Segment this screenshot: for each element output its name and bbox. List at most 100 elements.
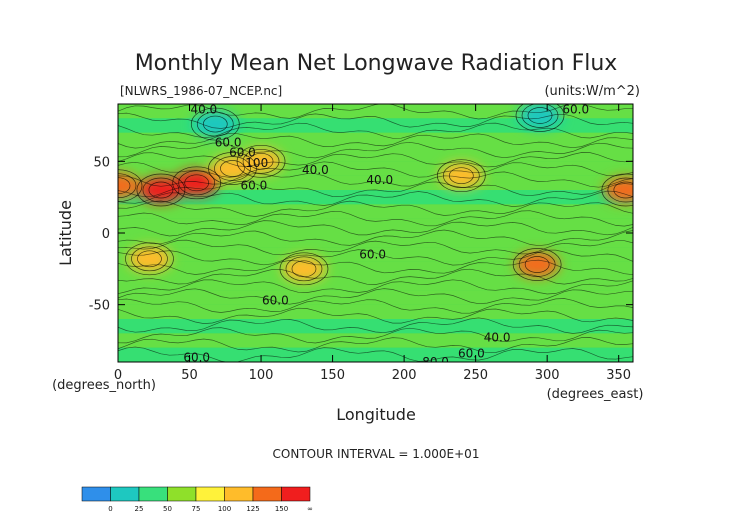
latitude-band	[118, 319, 633, 334]
contour-line	[118, 327, 633, 344]
contour-line	[118, 317, 633, 334]
contour-line	[118, 112, 633, 129]
colorbar-swatch	[195, 486, 225, 502]
contour-line	[118, 337, 633, 354]
contour-line	[118, 132, 633, 149]
colorbar-swatch	[138, 486, 168, 502]
contour-ring	[527, 107, 553, 124]
colorbar-tick-label: 125	[246, 505, 259, 513]
contour-line	[118, 288, 633, 305]
y-axis-ticks: 50 0 -50	[89, 155, 633, 314]
latitude-band	[118, 218, 633, 233]
latitude-band	[118, 347, 633, 362]
contour-ring	[184, 174, 210, 192]
colorbar-tick-label: ∞	[307, 505, 313, 513]
units-label: (units:W/m^2)	[544, 84, 640, 99]
contour-line	[118, 259, 633, 276]
x-tick-label: 150	[320, 368, 345, 383]
chart-title: Monthly Mean Net Longwave Radiation Flux	[135, 51, 618, 76]
hot-region	[281, 255, 326, 282]
contour-label: 40.0	[302, 163, 329, 177]
contour-label: 40.0	[190, 103, 217, 117]
hot-region	[518, 104, 563, 129]
contour-ring	[236, 144, 286, 178]
contour-line	[118, 171, 633, 188]
x-tick-label: 300	[535, 368, 560, 383]
latitude-band	[118, 204, 633, 219]
contour-line	[118, 161, 633, 178]
y-tick-label: -50	[89, 299, 110, 314]
x-tick-label: 100	[249, 368, 274, 383]
contour-line	[118, 298, 633, 314]
colorbar: 0 25 50 75 100 125 150 ∞	[81, 486, 313, 513]
colorbar-swatch	[81, 486, 111, 502]
contour-ring	[279, 252, 329, 286]
colorbar-swatch	[281, 486, 311, 502]
x-tick-label: 350	[606, 368, 631, 383]
contour-line	[118, 200, 633, 217]
contour-label: 40.0	[484, 331, 511, 345]
contour-ring	[285, 256, 323, 282]
latitude-band	[118, 247, 633, 262]
y-tick-label: 0	[102, 227, 110, 242]
hot-region	[127, 245, 172, 272]
contour-label: 40.0	[366, 173, 393, 187]
contour-ring	[512, 248, 562, 281]
contour-ring	[125, 242, 174, 276]
contour-ring	[291, 260, 317, 278]
contour-labels: 40.060.060.010060.040.040.060.060.060.04…	[183, 103, 589, 369]
contour-line	[118, 220, 633, 237]
contour-ring	[118, 169, 143, 203]
contour-line	[118, 210, 633, 227]
contour-label: 60.0	[562, 103, 589, 117]
contour-ring	[178, 170, 216, 196]
contour-line	[118, 239, 633, 256]
contour-label: 60.0	[359, 248, 386, 262]
plot-area: 40.060.060.010060.040.040.060.060.060.04…	[89, 103, 634, 383]
hot-region	[118, 172, 140, 199]
contour-ring	[220, 160, 245, 177]
y-unit-note: (degrees_north)	[52, 378, 156, 393]
contour-ring	[521, 104, 559, 128]
hot-region	[603, 177, 633, 203]
x-tick-label: 250	[463, 368, 488, 383]
colorbar-tick-label: 50	[163, 505, 172, 513]
contour-ring	[442, 163, 480, 189]
latitude-band	[118, 233, 633, 248]
colorbar-tick-label: 25	[135, 505, 144, 513]
contour-label: 60.0	[262, 293, 289, 307]
colorbar-swatch	[167, 486, 197, 502]
contour-label: 80.0	[422, 355, 449, 369]
contour-ring	[142, 177, 180, 203]
contour-ring	[601, 173, 633, 207]
colorbar-tick-label: 150	[275, 505, 288, 513]
contour-label: 60.0	[229, 146, 256, 160]
colorbar-swatch	[224, 486, 254, 502]
contour-ring	[137, 250, 162, 268]
latitude-band	[118, 147, 633, 162]
contour-label: 60.0	[215, 136, 242, 150]
x-axis-label: Longitude	[336, 405, 416, 424]
latitude-band	[118, 118, 633, 133]
y-axis-label: Latitude	[56, 200, 75, 266]
contour-ring	[518, 252, 556, 277]
contour-line	[118, 279, 633, 295]
contour-ring	[242, 148, 280, 174]
colorbar-swatch	[252, 486, 282, 502]
latitude-band	[118, 175, 633, 190]
latitude-band	[118, 276, 633, 291]
contour-ring	[607, 177, 633, 203]
contour-label: 60.0	[458, 346, 485, 360]
contour-line	[118, 268, 633, 285]
hot-region	[193, 111, 238, 138]
contour-ring	[515, 104, 565, 132]
colorbar-swatch	[110, 486, 140, 502]
contour-ring	[148, 181, 174, 199]
contour-interval: CONTOUR INTERVAL = 1.000E+01	[273, 447, 480, 461]
colorbar-tick-label: 100	[218, 505, 231, 513]
latitude-band	[118, 132, 633, 147]
x-tick-label: 200	[392, 368, 417, 383]
contour-line	[118, 307, 633, 324]
contour-lines	[118, 104, 633, 362]
